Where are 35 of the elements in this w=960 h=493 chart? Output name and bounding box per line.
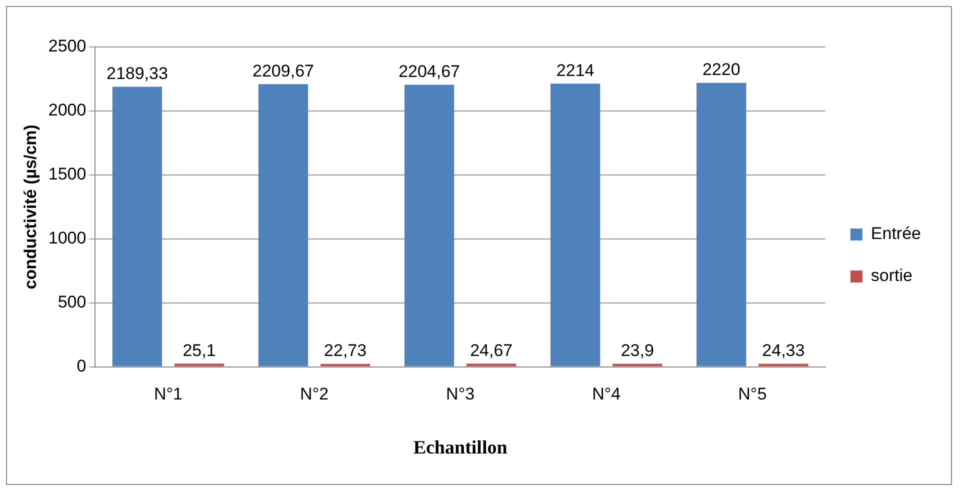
x-tick-label: N°3 (446, 384, 475, 404)
data-label: 2220 (702, 60, 740, 80)
bar (174, 364, 224, 366)
y-tick-label: 500 (58, 292, 86, 312)
x-tick-label: N°5 (738, 384, 767, 404)
legend-label: Entrée (870, 224, 922, 244)
bar (466, 364, 516, 366)
data-label: 2209,67 (252, 61, 314, 80)
bar (612, 364, 662, 366)
data-label: 22,73 (324, 341, 367, 360)
bar (112, 86, 162, 366)
y-tick-label: 2500 (48, 36, 86, 56)
data-label: 2214 (556, 60, 594, 80)
x-tick-label: N°4 (592, 384, 621, 404)
y-tick-label: 1000 (48, 228, 86, 248)
bar (758, 364, 808, 366)
x-tick-label: N°1 (154, 384, 183, 404)
y-axis-title: conductivité (µs/cm) (20, 124, 40, 290)
bar (550, 84, 600, 366)
data-label: 24,33 (762, 340, 805, 360)
data-label: 23,9 (620, 340, 654, 360)
data-label: 2204,67 (398, 62, 460, 81)
y-tick-label: 0 (76, 356, 86, 376)
bar (320, 364, 370, 366)
data-label: 2189,33 (106, 64, 168, 83)
x-axis-title: Echantillon (413, 438, 508, 459)
y-tick-label: 2000 (48, 100, 86, 120)
bar (258, 84, 308, 366)
data-label: 24,67 (470, 340, 513, 360)
data-label: 25,1 (182, 340, 216, 360)
bar (404, 84, 454, 366)
y-tick-label: 1500 (48, 164, 86, 184)
x-tick-label: N°2 (300, 384, 329, 404)
legend-label: sortie (870, 266, 912, 286)
bar (696, 82, 746, 366)
